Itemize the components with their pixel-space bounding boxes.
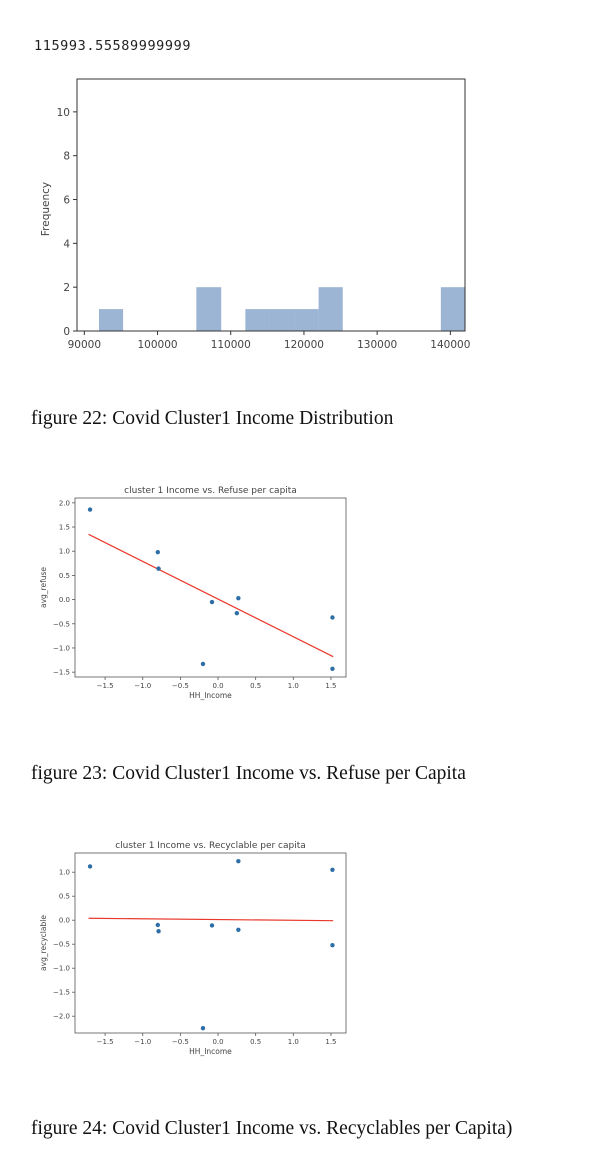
y-tick-label: −1.0 xyxy=(53,644,70,652)
y-tick-label: −0.5 xyxy=(53,941,70,949)
data-point xyxy=(155,922,161,928)
x-tick-label: 100000 xyxy=(137,339,177,351)
x-tick-label: −1.0 xyxy=(134,1038,151,1046)
y-tick-label: 1.0 xyxy=(59,869,70,877)
regression-line xyxy=(88,917,334,922)
data-point xyxy=(209,599,215,605)
figure-22-caption: figure 22: Covid Cluster1 Income Distrib… xyxy=(31,408,394,429)
y-tick-label: 1.5 xyxy=(59,524,70,532)
x-tick-label: 90000 xyxy=(68,339,101,351)
y-tick-label: −1.5 xyxy=(53,989,70,997)
data-point xyxy=(236,858,241,864)
histogram-bar xyxy=(440,287,465,331)
y-tick-label: 0.5 xyxy=(59,893,70,901)
x-tick-label: 1.0 xyxy=(288,682,299,690)
y-axis-label: avg_refuse xyxy=(39,567,48,608)
y-tick-label: 0.0 xyxy=(59,596,70,604)
y-tick-label: −2.0 xyxy=(53,1013,70,1021)
histogram-bar xyxy=(269,309,295,331)
x-tick-label: −1.5 xyxy=(97,682,114,690)
data-point xyxy=(156,566,161,571)
data-point xyxy=(156,929,161,934)
data-point xyxy=(330,615,335,620)
x-tick-label: 110000 xyxy=(211,339,251,351)
y-tick-label: −1.0 xyxy=(53,965,70,973)
y-tick-label: 8 xyxy=(63,151,70,163)
x-tick-label: 130000 xyxy=(357,339,397,351)
x-tick-label: −1.5 xyxy=(97,1038,114,1046)
figure-24-caption: figure 24: Covid Cluster1 Income vs. Rec… xyxy=(31,1118,513,1139)
data-point xyxy=(200,1026,206,1031)
histogram-bar xyxy=(196,287,222,331)
data-point xyxy=(330,666,335,671)
y-tick-label: 0.0 xyxy=(59,917,70,925)
y-tick-label: 0.5 xyxy=(59,572,70,580)
x-tick-label: −0.5 xyxy=(172,682,189,690)
x-axis-label: HH_Income xyxy=(189,691,232,700)
x-tick-label: 140000 xyxy=(430,339,470,351)
x-tick-label: 0.5 xyxy=(250,1038,261,1046)
y-tick-label: 1.0 xyxy=(59,548,70,556)
refuse-scatter-plot: cluster 1 Income vs. Refuse per capita −1… xyxy=(39,486,347,700)
x-tick-label: 1.5 xyxy=(325,1038,336,1046)
data-point xyxy=(87,864,93,869)
income-histogram: 90000 100000 110000 120000 130000 140000 0 2 4 6 8… xyxy=(40,78,470,351)
x-tick-label: 1.5 xyxy=(325,682,336,690)
recyclable-scatter-plot: cluster 1 Income vs. Recyclable per capi… xyxy=(39,841,347,1056)
histogram-bar xyxy=(98,309,124,331)
y-tick-label: −0.5 xyxy=(53,620,70,628)
y-tick-label: 2 xyxy=(63,282,70,294)
data-point xyxy=(209,923,215,928)
data-point xyxy=(236,927,241,932)
x-axis-label: HH_Income xyxy=(189,1047,232,1056)
y-axis-label: avg_recyclable xyxy=(39,915,48,971)
plot-frame xyxy=(74,497,347,678)
data-point xyxy=(155,549,161,555)
x-tick-label: 120000 xyxy=(284,339,324,351)
data-point xyxy=(200,661,206,667)
plot-frame xyxy=(74,852,347,1034)
y-tick-label: 2.0 xyxy=(59,499,70,507)
data-point xyxy=(87,507,93,512)
x-tick-label: −1.0 xyxy=(134,682,151,690)
y-axis-label: Frequency xyxy=(40,182,52,236)
regression-line xyxy=(88,533,334,658)
y-tick-label: 0 xyxy=(63,326,70,338)
y-tick-label: 6 xyxy=(63,195,70,207)
plot-frame xyxy=(76,78,466,332)
data-point xyxy=(236,595,241,601)
y-tick-label: −1.5 xyxy=(53,669,70,677)
histogram-bar xyxy=(294,309,319,331)
x-tick-label: −0.5 xyxy=(172,1038,189,1046)
data-point xyxy=(330,867,335,872)
data-point xyxy=(234,610,240,616)
x-tick-label: 1.0 xyxy=(288,1038,299,1046)
cell-output-value: 115993.55589999999 xyxy=(34,38,192,54)
x-tick-label: 0.5 xyxy=(250,682,261,690)
x-tick-label: 0.0 xyxy=(212,682,223,690)
x-tick-label: 0.0 xyxy=(212,1038,223,1046)
figure-23-caption: figure 23: Covid Cluster1 Income vs. Ref… xyxy=(31,763,466,784)
histogram-bar xyxy=(318,287,343,331)
histogram-bar xyxy=(245,309,270,331)
chart-title: cluster 1 Income vs. Recyclable per capi… xyxy=(115,841,306,851)
y-tick-label: 10 xyxy=(57,107,70,119)
data-point xyxy=(330,942,335,948)
chart-title: cluster 1 Income vs. Refuse per capita xyxy=(124,486,297,496)
y-tick-label: 4 xyxy=(63,238,70,250)
